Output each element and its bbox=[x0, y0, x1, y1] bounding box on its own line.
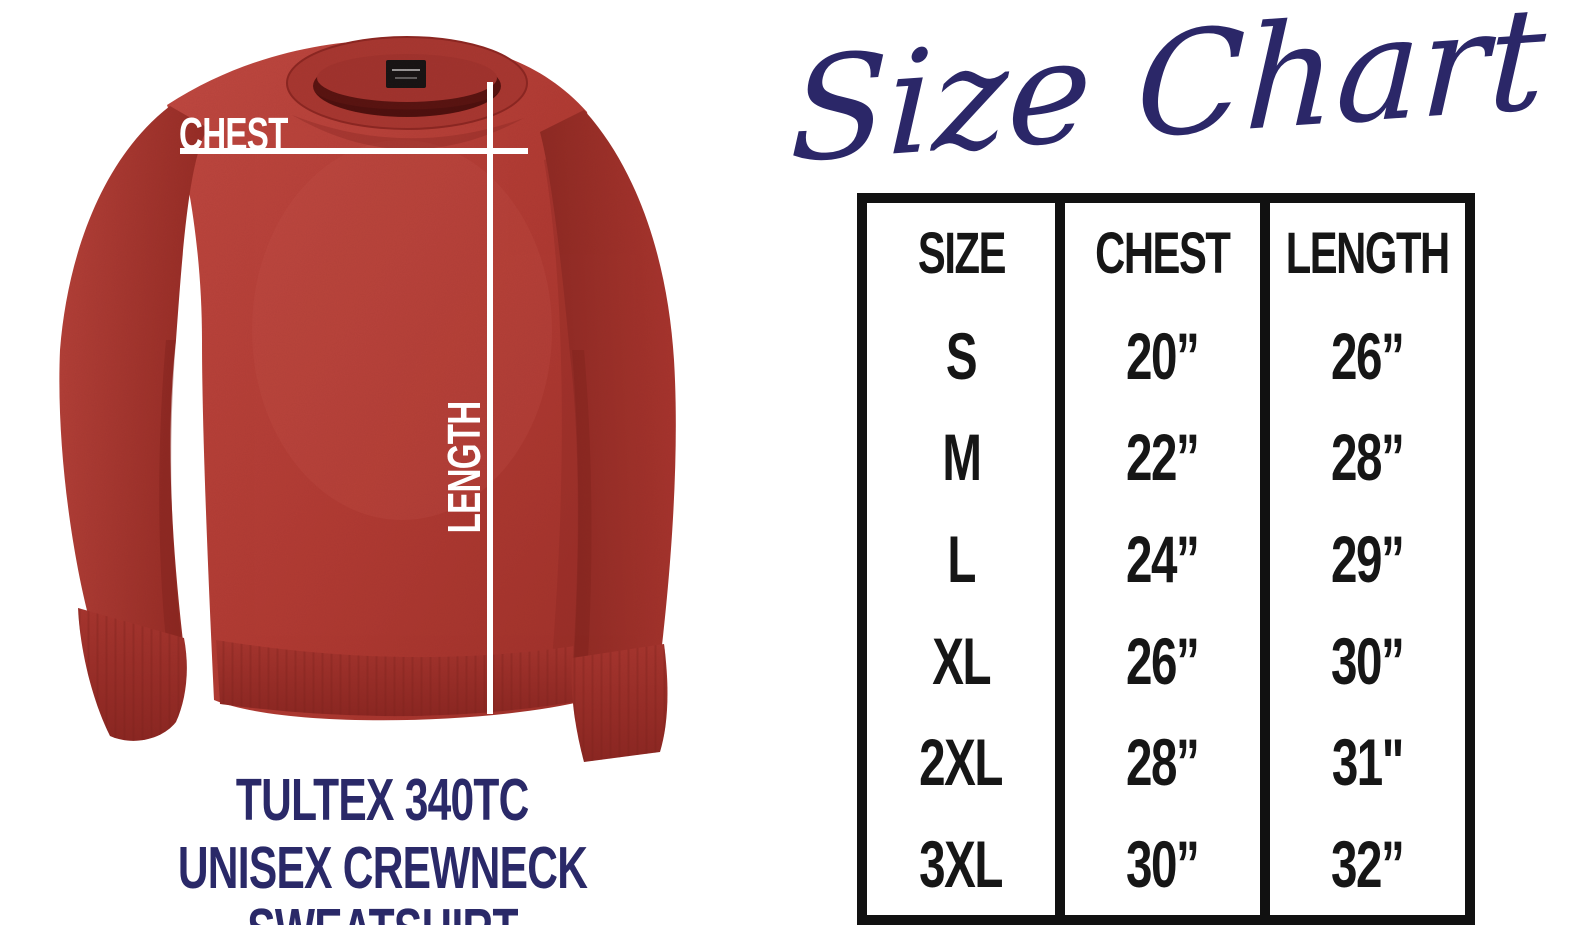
product-name: UNISEX CREWNECK SWEATSHIRT bbox=[177, 835, 588, 925]
size-table: SIZE CHEST LENGTH S 20” 26” M 22” 28” L … bbox=[857, 193, 1475, 925]
table-cell-length: 32” bbox=[1260, 813, 1465, 915]
table-cell-size: L bbox=[947, 521, 976, 596]
table-cell-chest: 26” bbox=[1055, 609, 1260, 712]
product-caption: TULTEX 340TC UNISEX CREWNECK SWEATSHIRT bbox=[25, 767, 740, 925]
length-measure-line bbox=[487, 82, 493, 714]
table-cell-chest: 28” bbox=[1055, 711, 1260, 814]
table-cell-chest: 24” bbox=[1055, 508, 1260, 610]
chest-measure-label: CHEST bbox=[179, 111, 330, 157]
table-cell-length: 28” bbox=[1260, 406, 1465, 509]
table-cell-size: S bbox=[945, 318, 978, 393]
length-measure-label: LENGTH bbox=[438, 367, 490, 567]
chest-measure-text: CHEST bbox=[179, 108, 288, 160]
table-cell-length: 29” bbox=[1260, 508, 1465, 610]
sweatshirt-image bbox=[59, 36, 676, 762]
table-cell-size: 2XL bbox=[919, 725, 1004, 800]
table-cell-size: 3XL bbox=[919, 827, 1004, 902]
size-table-header-size: SIZE bbox=[917, 220, 1006, 286]
table-cell-chest: 22” bbox=[1055, 406, 1260, 509]
product-model: TULTEX 340TC bbox=[236, 767, 529, 833]
size-chart-title: Size Chart bbox=[787, 0, 1549, 195]
table-cell-length: 30” bbox=[1260, 609, 1465, 712]
table-cell-length: 26” bbox=[1260, 304, 1465, 407]
size-table-header-length: LENGTH bbox=[1260, 203, 1465, 305]
table-cell-length: 31" bbox=[1260, 711, 1465, 814]
heather-texture bbox=[59, 37, 676, 762]
length-measure-text: LENGTH bbox=[438, 401, 490, 533]
table-cell-size: M bbox=[941, 420, 982, 495]
table-cell-chest: 20” bbox=[1055, 304, 1260, 407]
table-cell-chest: 30” bbox=[1055, 813, 1260, 915]
chest-measure-line bbox=[180, 148, 528, 154]
table-cell-size: XL bbox=[932, 623, 991, 698]
size-table-header-chest: CHEST bbox=[1055, 203, 1260, 305]
